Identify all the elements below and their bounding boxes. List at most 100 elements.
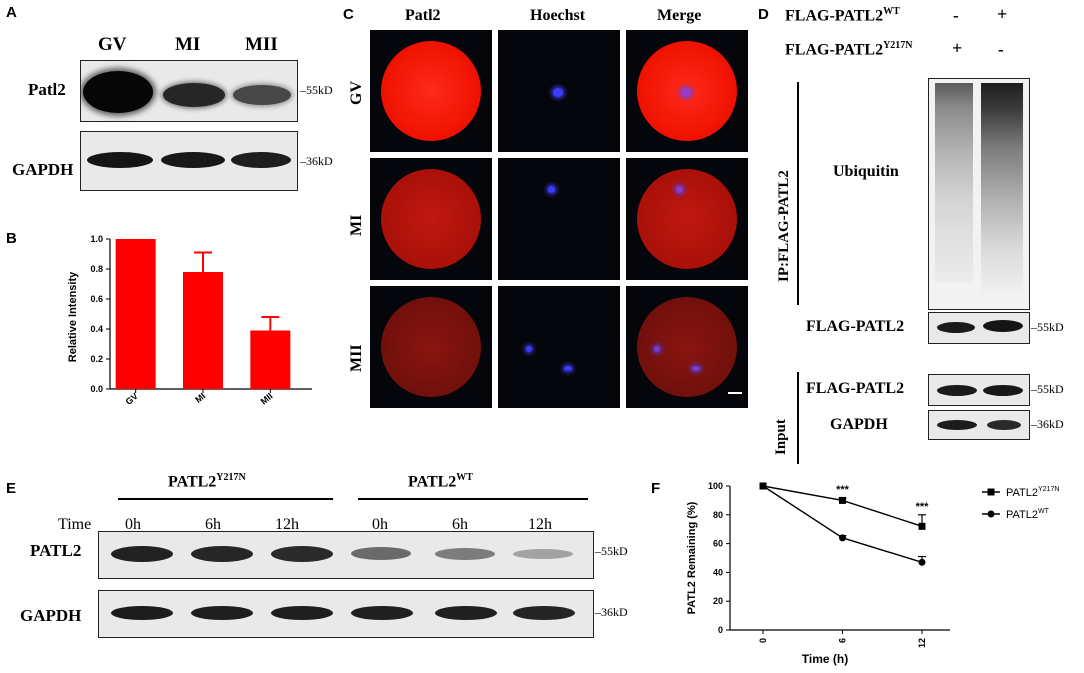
row-label-patl2: Patl2 (28, 80, 66, 99)
input-label: Input (773, 419, 789, 455)
marker-d-2: –55kD (1031, 382, 1064, 396)
f-point-square (839, 496, 846, 504)
blot-ip-flag (928, 312, 1030, 344)
ip-flag-label: FLAG-PATL2 (806, 318, 905, 335)
b-xtick-label: MII (259, 391, 275, 407)
b-xtick-label: GV (124, 391, 140, 407)
time-6h-mut: 6h (205, 516, 221, 533)
ubiquitin-label: Ubiquitin (833, 163, 899, 180)
f-significance: *** (836, 484, 850, 496)
image-mii-hoechst (498, 286, 620, 408)
f-point-circle (759, 482, 767, 490)
f-ylabel: PATL2 Remaining (%) (686, 501, 698, 614)
blot-ubiquitin (928, 78, 1030, 310)
time-0h-wt: 0h (372, 516, 388, 533)
marker-d-3: –36kD (1031, 417, 1064, 431)
image-gv-hoechst (498, 30, 620, 152)
sign-wt-1: - (953, 6, 959, 25)
group-wt-line (358, 498, 588, 500)
time-12h-mut: 12h (275, 516, 299, 533)
panel-label-f: F (651, 480, 661, 497)
f-ytick-label: 100 (708, 481, 723, 491)
row-label-e-gapdh: GAPDH (20, 606, 82, 625)
image-mii-merge (626, 286, 748, 408)
b-ytick-label: 0.8 (90, 264, 103, 274)
lane-label-gv: GV (98, 34, 127, 55)
marker-55kd-a: –55kD (300, 83, 333, 97)
row-label-e-patl2: PATL2 (30, 541, 82, 560)
f-ytick-label: 0 (718, 625, 723, 635)
b-bar-mii (250, 330, 291, 389)
input-gapdh-label: GAPDH (830, 416, 888, 433)
blot-gapdh-a (80, 131, 298, 191)
image-mi-merge (626, 158, 748, 280)
panel-label-b: B (6, 230, 17, 247)
col-label-merge: Merge (657, 7, 702, 24)
time-12h-wt: 12h (528, 516, 552, 533)
input-flag-label: FLAG-PATL2 (806, 380, 905, 397)
bar-chart-b: Relative Intensity 0.0 0.2 0.4 0.6 0.8 1.0 GV… (67, 234, 312, 407)
col-label-patl2: Patl2 (405, 7, 441, 24)
sign-mut-2: - (998, 40, 1004, 59)
f-xtick-label: 6 (838, 638, 848, 643)
group-mut-label: PATL2Y217N (168, 472, 246, 491)
blot-e-patl2 (98, 531, 594, 579)
f-significance: *** (916, 501, 930, 513)
ip-bracket (797, 82, 799, 305)
image-gv-patl2 (370, 30, 492, 152)
row-label-c-mii: MII (348, 344, 365, 372)
group-mut-line (118, 498, 333, 500)
f-ytick-label: 20 (713, 596, 723, 606)
ip-label: IP:FLAG-PATL2 (776, 170, 792, 282)
f-legend-circle (987, 510, 995, 518)
b-xtick-label: MI (193, 391, 207, 405)
panel-label-e: E (6, 480, 17, 497)
panel-label-c: C (343, 6, 354, 23)
blot-input-flag (928, 374, 1030, 406)
f-legend-label: PATL2Y217N (1006, 486, 1059, 499)
marker-36kd-a: –36kD (300, 154, 333, 168)
lane-label-mii: MII (245, 34, 278, 55)
col-label-hoechst: Hoechst (530, 7, 586, 24)
f-ytick-label: 40 (713, 567, 723, 577)
image-mi-hoechst (498, 158, 620, 280)
group-wt-label: PATL2WT (408, 472, 473, 491)
f-ytick-label: 60 (713, 539, 723, 549)
b-ytick-label: 0.2 (90, 354, 103, 364)
input-bracket (797, 372, 799, 464)
cond-wt-label: FLAG-PATL2WT (785, 6, 900, 25)
cond-mut-label: FLAG-PATL2Y217N (785, 40, 913, 59)
lane-label-mi: MI (175, 34, 201, 55)
time-label: Time (58, 516, 92, 533)
scale-bar (728, 392, 742, 394)
marker-e-36kd: –36kD (595, 605, 628, 619)
marker-e-55kd: –55kD (595, 544, 628, 558)
f-ytick-label: 80 (713, 510, 723, 520)
f-point-square (918, 522, 926, 530)
b-ylabel: Relative Intensity (67, 271, 79, 362)
image-gv-merge (626, 30, 748, 152)
b-ytick-label: 1.0 (90, 234, 103, 244)
blot-e-gapdh (98, 590, 594, 638)
b-ytick-label: 0.0 (90, 384, 103, 394)
image-mi-patl2 (370, 158, 492, 280)
panel-label-a: A (6, 4, 17, 21)
row-label-c-gv: GV (348, 81, 365, 105)
time-6h-wt: 6h (452, 516, 468, 533)
b-ytick-label: 0.4 (90, 324, 103, 334)
blot-patl2 (80, 60, 298, 122)
marker-d-1: –55kD (1031, 320, 1064, 334)
f-point-circle (839, 534, 846, 542)
blot-input-gapdh (928, 410, 1030, 440)
line-chart-f: PATL2 Remaining (%) Time (h) 02040608010… (686, 481, 1059, 666)
f-xlabel: Time (h) (802, 652, 848, 666)
sign-mut-1: + (952, 38, 963, 58)
f-legend-label: PATL2WT (1006, 508, 1050, 521)
f-xtick-label: 12 (917, 638, 927, 648)
f-xtick-label: 0 (758, 638, 768, 643)
f-legend-square (987, 488, 995, 496)
time-0h-mut: 0h (125, 516, 141, 533)
panel-label-d: D (758, 6, 769, 23)
f-point-circle (918, 558, 926, 566)
